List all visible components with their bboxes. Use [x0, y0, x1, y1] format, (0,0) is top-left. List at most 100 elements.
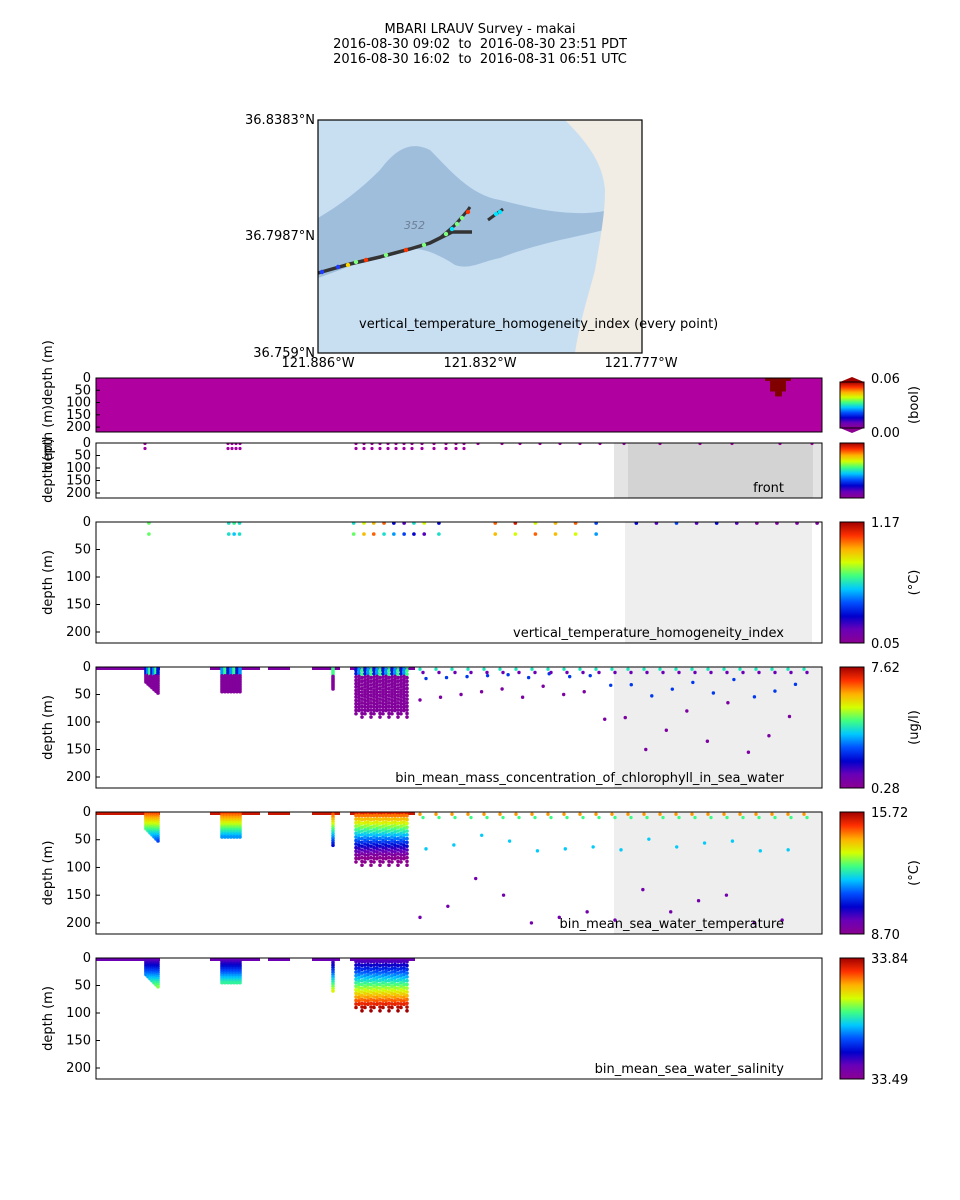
data-point [693, 670, 697, 675]
data-point [422, 522, 427, 525]
data-point [384, 671, 388, 676]
data-point [372, 681, 376, 686]
data-point [360, 986, 364, 990]
data-point [384, 823, 388, 828]
map-panel: 352 36.8383°N 36.7987°N 36.759°N 121.886… [245, 113, 718, 371]
data-point [384, 833, 388, 838]
data-point [396, 683, 400, 687]
data-point [375, 976, 379, 980]
data-point [664, 728, 669, 732]
data-point [360, 855, 364, 860]
data-point [357, 999, 361, 1003]
data-point [446, 904, 450, 908]
data-point [375, 699, 379, 703]
data-point [372, 980, 376, 985]
data-point [354, 828, 358, 832]
data-point [372, 671, 376, 676]
data-point [402, 668, 406, 672]
data-point [399, 973, 403, 978]
data-point [466, 667, 470, 671]
data-point [422, 532, 427, 536]
data-point [466, 812, 470, 816]
data-point [557, 915, 561, 920]
data-point [402, 686, 406, 691]
data-point [420, 443, 424, 446]
data-point [378, 990, 382, 994]
data-point [357, 959, 361, 964]
data-point [399, 695, 403, 699]
colorbar-min-label: 0.28 [871, 782, 900, 797]
data-point [366, 992, 370, 997]
data-point [780, 918, 784, 922]
data-point [452, 843, 456, 847]
data-point [372, 828, 376, 832]
data-point [390, 835, 394, 839]
data-point [578, 443, 582, 446]
data-point [372, 963, 376, 967]
data-point [444, 675, 449, 680]
y-tick-label: 150 [66, 408, 91, 423]
data-point [562, 812, 566, 816]
data-point [396, 978, 400, 983]
data-point [366, 820, 370, 824]
data-point [741, 815, 745, 820]
data-point [549, 815, 553, 820]
data-point [387, 686, 391, 691]
data-point [405, 852, 409, 856]
data-point [366, 677, 370, 682]
data-point [360, 693, 364, 698]
data-point [500, 687, 504, 691]
data-point [453, 670, 457, 675]
data-point [500, 443, 504, 446]
data-point [360, 833, 364, 837]
data-point [585, 910, 589, 914]
data-point [450, 812, 454, 816]
data-point [226, 522, 231, 525]
data-point [372, 695, 376, 699]
data-point [393, 846, 397, 851]
data-point [360, 840, 364, 845]
data-point [354, 849, 358, 854]
data-point [738, 667, 742, 671]
data-point [405, 686, 409, 691]
data-point [393, 992, 397, 997]
data-point [369, 679, 373, 684]
data-point [360, 844, 364, 849]
data-point [375, 693, 379, 697]
y-tick-label: 0 [83, 371, 91, 386]
data-point [381, 813, 385, 818]
data-point [384, 686, 388, 691]
colorbar-min-label: 33.49 [871, 1073, 908, 1088]
map-land [565, 120, 642, 353]
data-point [381, 970, 385, 974]
map-track-point [363, 257, 369, 263]
data-point [235, 980, 239, 985]
data-point [234, 443, 238, 446]
data-point [381, 980, 385, 985]
data-point [384, 966, 388, 970]
data-point [354, 842, 358, 846]
data-point [369, 855, 373, 860]
data-point [393, 972, 397, 977]
data-point [469, 670, 473, 675]
data-point [399, 998, 403, 1003]
data-point [588, 673, 592, 678]
data-point [381, 849, 385, 854]
data-point [369, 990, 373, 994]
map-lon-tick: 121.777°W [604, 356, 677, 371]
data-point [393, 995, 397, 1000]
data-point [392, 532, 396, 536]
panel-variable-label: bin_mean_mass_concentration_of_chlorophy… [395, 771, 784, 786]
data-point [405, 668, 409, 673]
data-point [402, 972, 406, 977]
data-point [378, 686, 382, 691]
data-point [647, 837, 651, 841]
data-point [331, 843, 335, 848]
data-point [396, 990, 400, 994]
data-point [366, 840, 370, 844]
data-point [402, 699, 406, 703]
map-overlay-label: vertical_temperature_homogeneity_index (… [359, 317, 718, 332]
y-axis-label: depth (m) [41, 438, 56, 503]
data-point [393, 680, 397, 685]
